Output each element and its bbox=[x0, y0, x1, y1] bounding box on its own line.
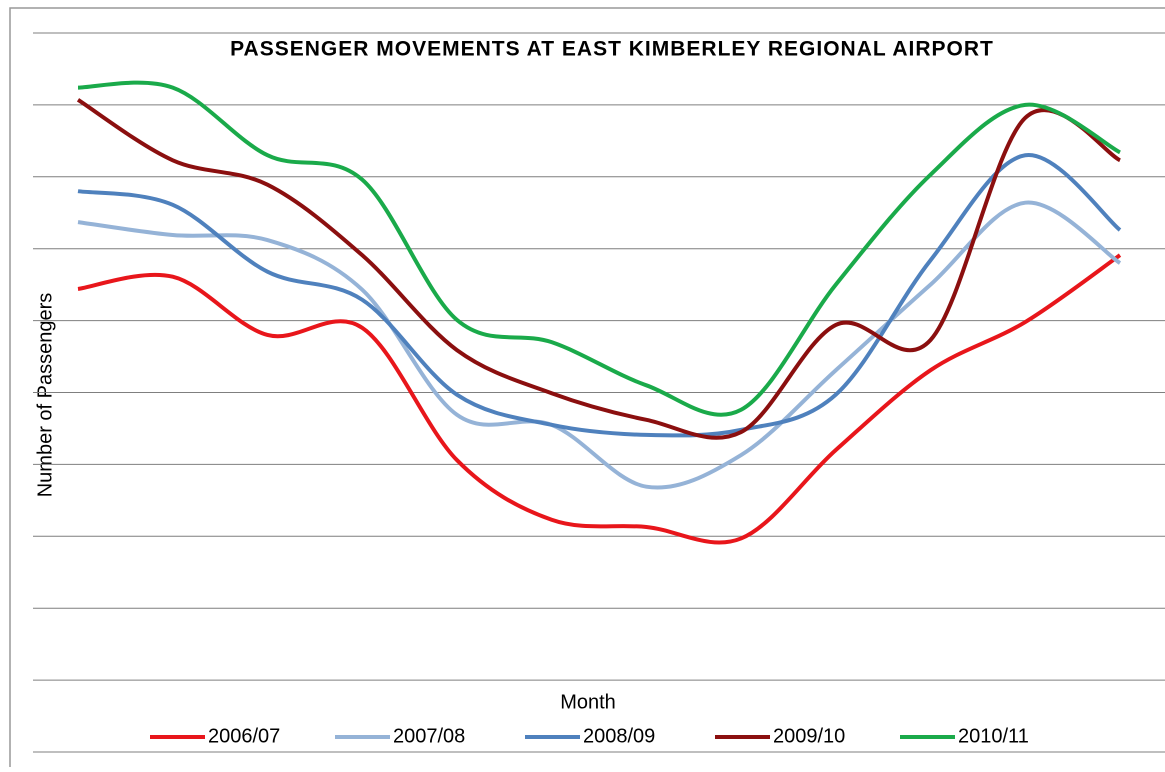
series-line bbox=[77, 153, 1122, 438]
legend-label: 2008/09 bbox=[583, 725, 655, 747]
legend-label: 2009/10 bbox=[773, 725, 845, 747]
legend-label: 2007/08 bbox=[393, 725, 465, 747]
series-line bbox=[77, 200, 1122, 490]
chart-title: PASSENGER MOVEMENTS AT EAST KIMBERLEY RE… bbox=[230, 38, 994, 61]
series-line bbox=[77, 80, 1121, 417]
legend-label: 2010/11 bbox=[958, 725, 1029, 747]
legend-label: 2006/07 bbox=[208, 725, 280, 747]
y-axis-label: Number of Passengers bbox=[34, 293, 56, 498]
series-line bbox=[76, 98, 1122, 440]
series-line bbox=[77, 253, 1122, 545]
x-axis-label: Month bbox=[560, 691, 616, 713]
frame bbox=[9, 7, 1165, 767]
